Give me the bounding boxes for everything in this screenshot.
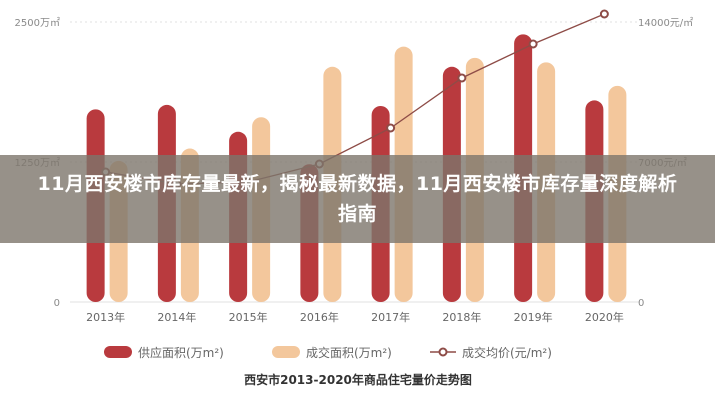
legend-price-label: 成交均价(元/m²)	[462, 345, 552, 360]
legend-deal-swatch	[272, 346, 300, 358]
right-tick-label: 14000元/㎡	[638, 17, 693, 29]
price-point-4	[386, 123, 396, 133]
legend-price-marker	[438, 347, 448, 357]
category-label: 2015年	[229, 310, 268, 324]
category-label: 2013年	[86, 310, 125, 324]
left-tick-label: 2500万㎡	[15, 17, 60, 29]
legend: 供应面积(万m²) 成交面积(万m²) 成交均价(元/m²)	[104, 345, 552, 360]
price-point-7	[599, 9, 609, 19]
legend-supply-label: 供应面积(万m²)	[138, 345, 224, 360]
category-label: 2020年	[585, 310, 624, 324]
right-tick-label: 0	[638, 298, 644, 309]
category-label: 2019年	[514, 310, 553, 324]
left-tick-label: 0	[54, 298, 60, 309]
category-label: 2018年	[442, 310, 481, 324]
legend-supply-swatch	[104, 346, 132, 358]
price-point-6	[528, 39, 538, 49]
x-axis-categories: 2013年 2014年 2015年 2016年 2017年 2018年 2019年 2020年	[86, 310, 624, 324]
category-label: 2017年	[371, 310, 410, 324]
headline-text: 11月西安楼市库存量最新，揭秘最新数据，11月西安楼市库存量深度解析指南	[37, 173, 678, 225]
chart-title: 西安市2013-2020年商品住宅量价走势图	[244, 372, 472, 387]
legend-deal-label: 成交面积(万m²)	[306, 345, 392, 360]
headline-banner: 11月西安楼市库存量最新，揭秘最新数据，11月西安楼市库存量深度解析指南	[0, 155, 715, 243]
category-label: 2016年	[300, 310, 339, 324]
category-label: 2014年	[157, 310, 196, 324]
price-point-5	[457, 73, 467, 83]
